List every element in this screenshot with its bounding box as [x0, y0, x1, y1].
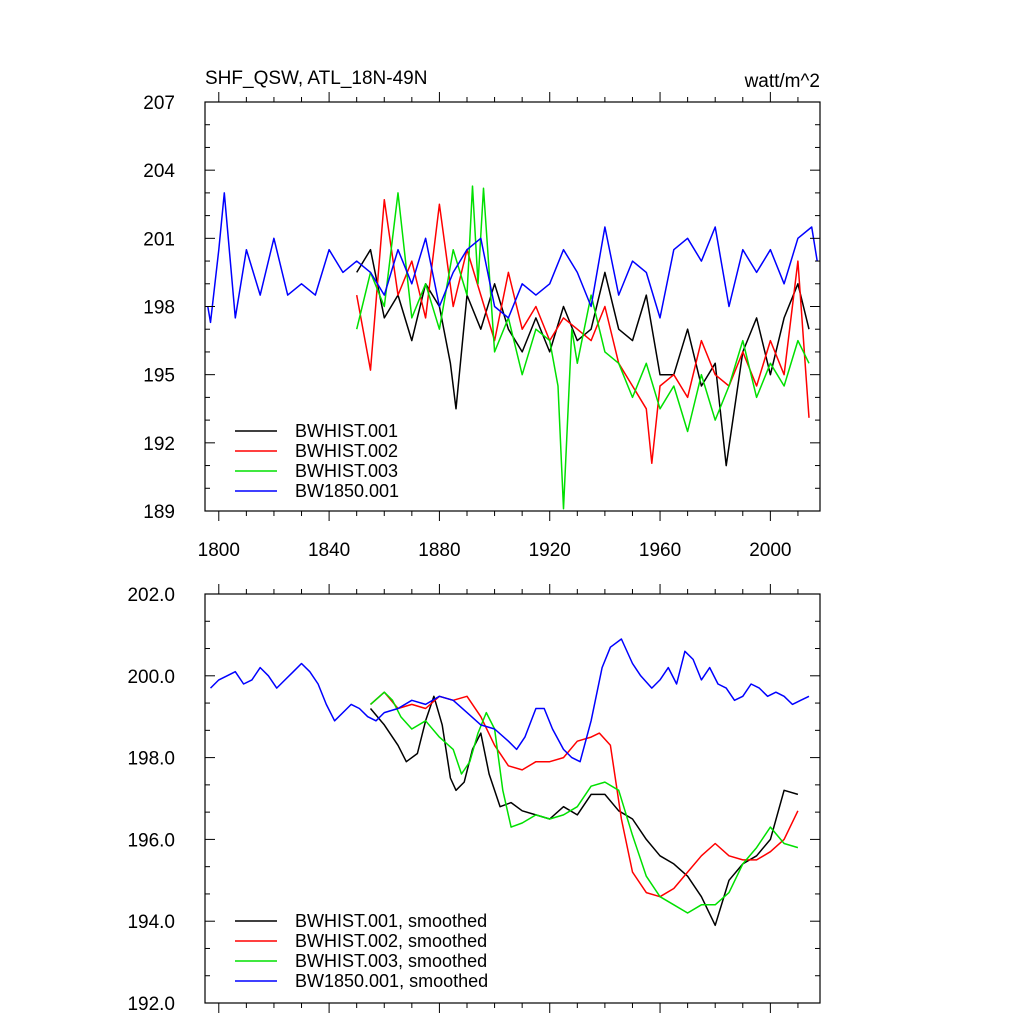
bottom-ytick-label: 198.0: [127, 749, 175, 770]
top-series-line-0: [356, 248, 810, 467]
bottom-ytick-label: 202.0: [127, 585, 175, 606]
bottom-legend-label: BW1850.001, smoothed: [295, 971, 488, 991]
top-panel: SHF_QSW, ATL_18N-49N watt/m^2 1891921951…: [143, 68, 821, 561]
top-ytick-label: 189: [143, 502, 175, 523]
top-ytick-label: 204: [143, 161, 175, 182]
top-xtick-label: 1880: [418, 540, 460, 561]
top-ytick-label: 207: [143, 93, 175, 114]
top-ytick-label: 192: [143, 434, 175, 455]
top-xtick-label: 1920: [529, 540, 571, 561]
bottom-legend-label: BWHIST.002, smoothed: [295, 931, 487, 951]
bottom-ytick-label: 200.0: [127, 667, 175, 688]
top-xtick-label: 2000: [749, 540, 791, 561]
bottom-series-line-2: [370, 691, 799, 914]
bottom-ytick-label: 196.0: [127, 830, 175, 851]
bottom-series-layer: [209, 638, 810, 927]
top-ytick-label: 195: [143, 366, 175, 387]
bottom-legend-label: BWHIST.001, smoothed: [295, 911, 487, 931]
top-chart-title: SHF_QSW, ATL_18N-49N: [205, 68, 427, 89]
bottom-tick-layer: 192.0 194.0 196.0 198.0 200.0 202.0: [127, 584, 820, 1015]
top-xtick-label: 1960: [639, 540, 681, 561]
top-series-line-3: [207, 192, 818, 324]
bottom-panel: 192.0 194.0 196.0 198.0 200.0 202.0 BWHIST.00…: [127, 584, 821, 1015]
top-chart-units: watt/m^2: [744, 71, 820, 92]
top-legend-label: BWHIST.003: [295, 461, 398, 481]
top-legend-label: BWHIST.001: [295, 421, 398, 441]
bottom-ytick-label: 194.0: [127, 912, 175, 933]
top-series-line-1: [355, 198, 810, 465]
top-plot-frame: [204, 101, 821, 512]
top-series-layer: [207, 185, 818, 510]
top-ytick-label: 198: [143, 298, 175, 319]
top-legend-label: BWHIST.002: [295, 441, 398, 461]
top-ytick-label: 201: [143, 229, 175, 250]
top-tick-layer: 189 192 195 198 201 204 207 1800 1840 1880 1920 196…: [143, 92, 820, 561]
bottom-legend-label: BWHIST.003, smoothed: [295, 951, 487, 971]
bottom-plot-frame: [204, 593, 821, 1004]
top-xtick-label: 1800: [198, 540, 240, 561]
bottom-series-line-1: [370, 691, 799, 898]
top-xtick-label: 1840: [308, 540, 350, 561]
top-legend-label: BW1850.001: [295, 481, 399, 501]
bottom-ytick-label: 192.0: [127, 994, 175, 1015]
top-series-line-2: [355, 185, 810, 510]
bottom-series-line-3: [209, 638, 810, 763]
